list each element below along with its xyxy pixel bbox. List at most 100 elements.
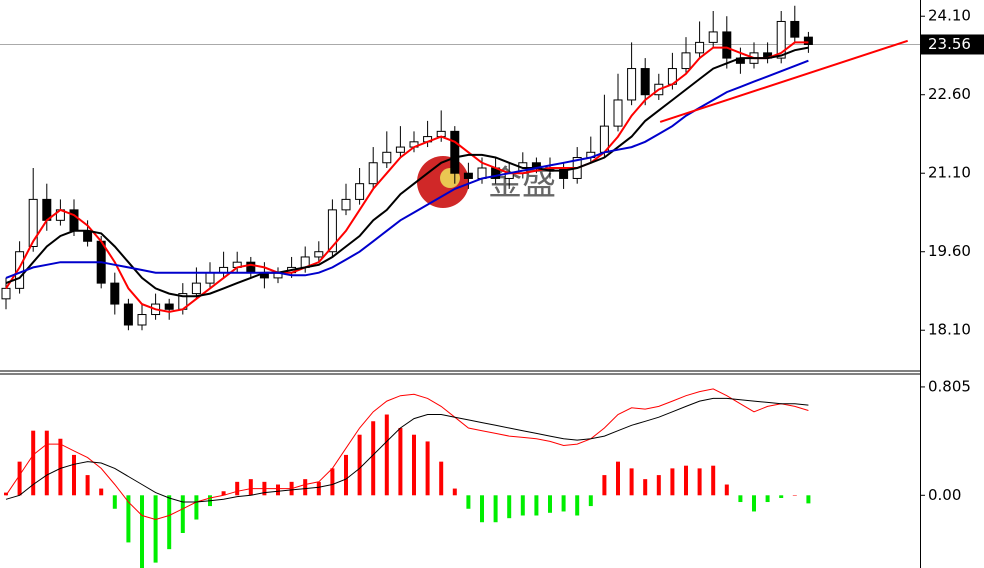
macd-bar (616, 461, 620, 496)
macd-bar (112, 495, 117, 509)
candle-body (681, 52, 691, 70)
macd-bar (534, 495, 539, 516)
last-price-label: 23.56 (928, 35, 971, 53)
macd-bar (140, 495, 144, 568)
macd-bar (765, 495, 770, 503)
macd-bar (561, 495, 566, 512)
macd-bar (167, 495, 172, 550)
y-tick-label: 0.00 (928, 486, 961, 504)
macd-bar (480, 495, 484, 523)
macd-bar (4, 492, 8, 496)
candle-body (355, 183, 365, 200)
macd-bar (58, 438, 63, 496)
candle-body (790, 20, 800, 38)
candle-body (110, 282, 120, 305)
macd-bar (398, 427, 403, 496)
macd-bar (17, 461, 22, 496)
candle-body (463, 172, 473, 179)
macd-bar (153, 495, 158, 563)
macd-bar (99, 488, 104, 496)
candle-body (314, 251, 324, 258)
macd-bar (738, 495, 743, 503)
macd-bar (344, 454, 348, 496)
macd-bar (276, 484, 280, 496)
macd-bar (520, 495, 525, 516)
macd-bar (44, 430, 49, 496)
y-tick-label: 19.60 (928, 242, 971, 260)
macd-bar (235, 481, 240, 496)
candle-body (695, 41, 705, 54)
macd-bar (72, 454, 76, 496)
macd-bar (684, 465, 688, 496)
candle-body (627, 68, 637, 101)
macd-bar (711, 465, 716, 496)
macd-bar (752, 495, 756, 512)
y-tick-label: 24.10 (928, 7, 971, 25)
macd-bar (248, 479, 253, 496)
candle-body (640, 68, 650, 96)
macd-bar (439, 461, 444, 496)
macd-bar (697, 468, 702, 496)
y-tick-label: 0.805 (928, 377, 971, 395)
macd-bar (412, 434, 416, 496)
macd-bar (575, 495, 580, 516)
macd-bar (792, 495, 797, 496)
macd-bar (425, 441, 430, 496)
macd-bar (221, 491, 226, 496)
candle-body (613, 99, 623, 127)
candle-body (708, 31, 718, 43)
macd-bar (507, 495, 512, 519)
macd-bar (31, 430, 36, 496)
y-tick-label: 22.60 (928, 85, 971, 103)
macd-bar (357, 434, 362, 496)
candle-body (246, 261, 256, 274)
candle-body (803, 36, 813, 45)
watermark-logo (417, 156, 469, 208)
macd-bar (493, 495, 498, 523)
candle-body (341, 198, 351, 211)
candle-body (382, 151, 392, 164)
macd-bar (806, 495, 811, 504)
candle-body (722, 31, 732, 59)
macd-bar (656, 475, 661, 496)
macd-bar (85, 475, 90, 496)
trendline (659, 39, 908, 123)
macd-bar (194, 495, 199, 520)
macd-bar (371, 421, 376, 496)
macd-bar (779, 495, 784, 498)
candle-body (368, 162, 378, 185)
macd-bar (384, 414, 389, 496)
macd-bar (330, 468, 335, 496)
macd-line (5, 397, 809, 503)
macd-bar (316, 481, 321, 496)
macd-bar (466, 495, 471, 509)
y-tick-label: 18.10 (928, 321, 971, 339)
candle-body (1, 287, 11, 300)
macd-bar (602, 475, 607, 496)
macd-bar (452, 488, 457, 496)
macd-bar (670, 468, 675, 496)
candle-body (450, 130, 460, 174)
candle-body (137, 314, 147, 326)
candle-body (123, 303, 133, 326)
candle-body (191, 282, 201, 295)
candle-body (205, 272, 215, 284)
macd-bar (588, 495, 593, 507)
candle-body (28, 198, 38, 247)
macd-line (5, 388, 809, 521)
moving-average-line (5, 46, 809, 298)
macd-bar (303, 479, 308, 496)
macd-bar (724, 484, 729, 496)
candle-body (327, 209, 337, 253)
macd-bar (126, 495, 131, 543)
macd-bar (629, 468, 634, 496)
candle-body (477, 167, 487, 179)
macd-bar (643, 479, 648, 496)
candle-body (83, 230, 93, 242)
candle-body (15, 251, 25, 289)
moving-average-line (5, 41, 809, 313)
last-price-box (921, 34, 984, 55)
y-tick-label: 21.10 (928, 164, 971, 182)
